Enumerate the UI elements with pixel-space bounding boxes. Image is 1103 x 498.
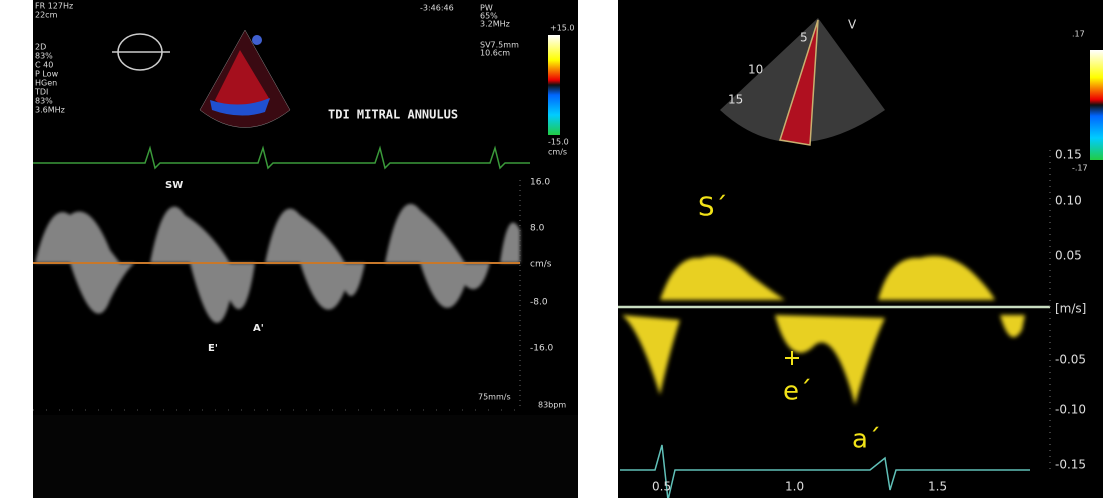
y-tick-label: [m/s] xyxy=(1055,302,1086,316)
setting: P Low xyxy=(35,70,59,79)
right-background xyxy=(618,0,1103,498)
setting: C 40 xyxy=(35,61,53,70)
right-panel: V 5 10 15 .17 -.17 S´ e´ a´ 0.15 0.10 0.05 [m/… xyxy=(618,0,1103,498)
time: -3:46:46 xyxy=(420,4,454,13)
y-tick-label: -0.10 xyxy=(1055,403,1086,417)
setting: 3.2MHz xyxy=(480,20,510,29)
depth: 22cm xyxy=(35,11,58,20)
color-bar-max: +15.0 xyxy=(550,24,575,33)
marker xyxy=(252,35,262,45)
y-tick-label: -0.15 xyxy=(1055,458,1086,472)
scale-label: -8.0 xyxy=(530,298,548,308)
heart-rate: 83bpm xyxy=(538,401,566,410)
wave-label: e´ xyxy=(783,377,812,407)
x-tick-label: 0.5 xyxy=(652,480,671,494)
color-bar-min: -.17 xyxy=(1072,164,1088,173)
setting: 2D xyxy=(35,43,46,52)
scale-label: 8.0 xyxy=(530,224,545,234)
setting: 83% xyxy=(35,52,53,61)
x-tick-label: 1.5 xyxy=(928,480,947,494)
scale-label: 16.0 xyxy=(530,178,550,188)
wave-label: A' xyxy=(253,323,264,334)
setting: HGen xyxy=(35,79,57,88)
scale-label: -16.0 xyxy=(530,344,554,354)
depth-label: 5 xyxy=(800,31,808,45)
setting: TDI xyxy=(34,88,48,97)
left-footer xyxy=(33,415,578,498)
setting: 83% xyxy=(35,97,53,106)
scale-label: cm/s xyxy=(530,260,552,270)
x-tick-label: 1.0 xyxy=(785,480,804,494)
color-bar xyxy=(1090,50,1103,160)
figure: FR 127Hz 22cm -3:46:46 2D83%C 40P LowHGe… xyxy=(0,0,1103,498)
wave-label: a´ xyxy=(852,425,881,455)
y-tick-label: -0.05 xyxy=(1055,353,1086,367)
setting: 10.6cm xyxy=(480,49,510,58)
depth-label: V xyxy=(848,18,857,32)
page: {"left_panel": { "top_left": ["FR 127Hz"… xyxy=(0,0,1103,498)
color-bar-unit: cm/s xyxy=(548,148,567,157)
color-bar-min: -15.0 xyxy=(548,138,569,147)
wave-label: SW xyxy=(165,180,183,191)
setting: 3.6MHz xyxy=(35,106,65,115)
frame-rate: FR 127Hz xyxy=(35,2,73,11)
color-bar xyxy=(548,35,560,135)
y-tick-label: 0.10 xyxy=(1055,194,1082,208)
panel-title: TDI MITRAL ANNULUS xyxy=(328,108,458,122)
sweep-speed: 75mm/s xyxy=(478,393,511,402)
wave-label: E' xyxy=(208,343,218,354)
depth-label: 15 xyxy=(728,93,743,107)
y-tick-label: 0.15 xyxy=(1055,148,1082,162)
depth-label: 10 xyxy=(748,63,763,77)
color-bar-max: .17 xyxy=(1072,30,1085,39)
wave-label: S´ xyxy=(698,193,728,223)
y-tick-label: 0.05 xyxy=(1055,249,1082,263)
